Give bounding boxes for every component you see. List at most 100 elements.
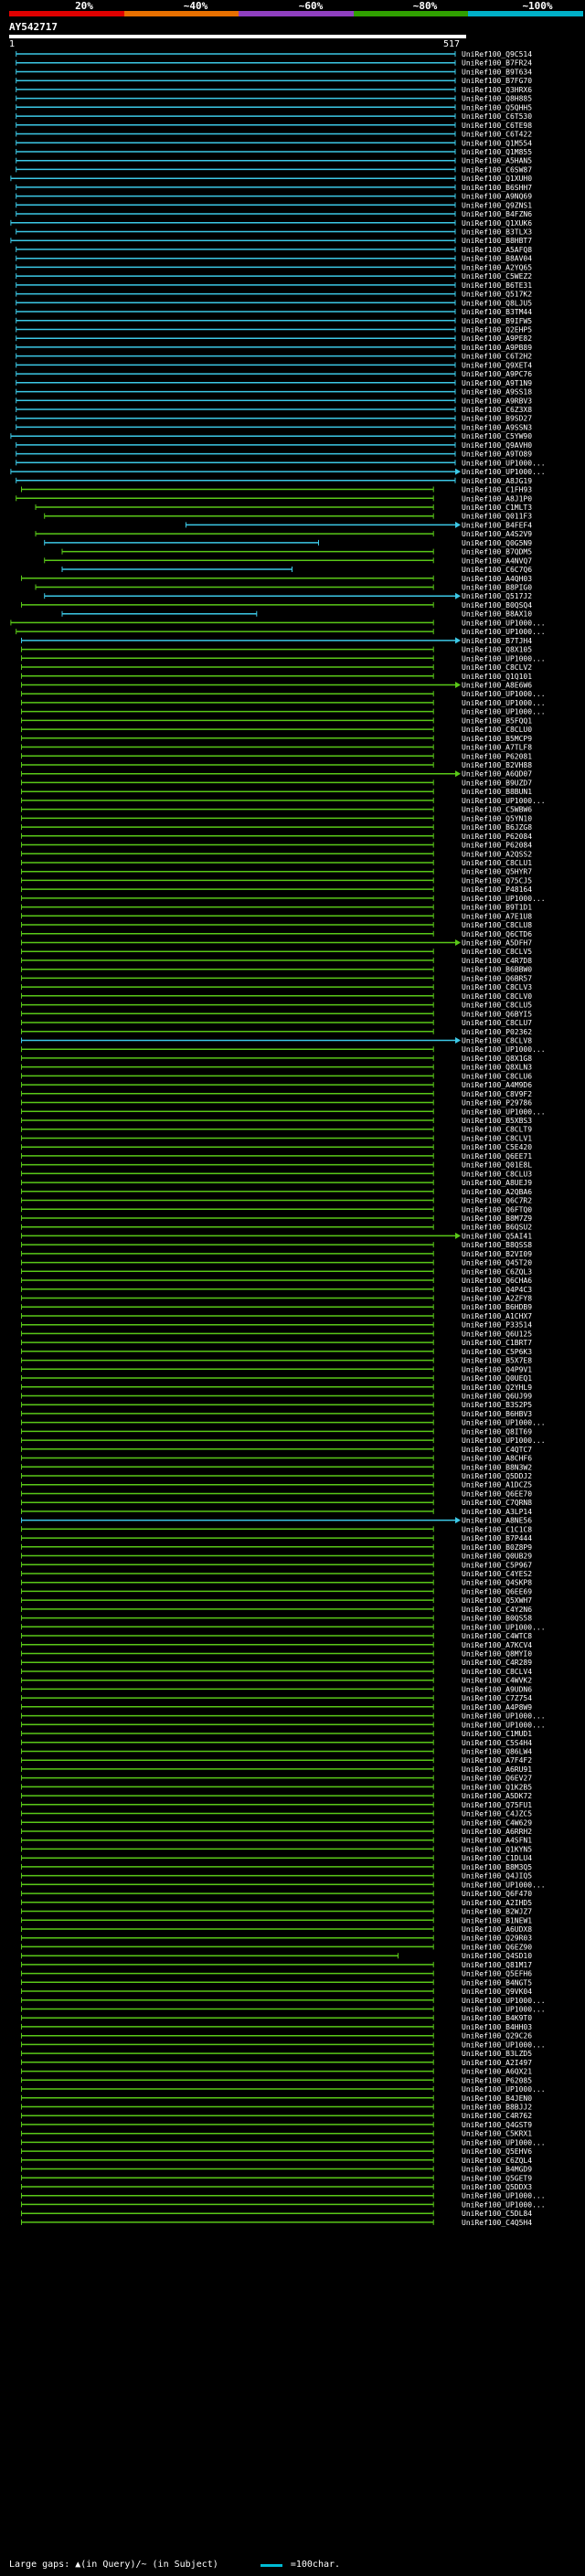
hit-label[interactable]: UniRef100_C6T530 [462,112,532,121]
hit-label[interactable]: UniRef100_C5DL84 [462,2210,532,2218]
hit-label[interactable]: UniRef100_B8PIG0 [462,584,532,592]
hit-label[interactable]: UniRef100_A7KCV4 [462,1641,532,1649]
hit-label[interactable]: UniRef100_C6T422 [462,131,532,139]
hit-label[interactable]: UniRef100_Q1KYN5 [462,1845,532,1853]
hit-label[interactable]: UniRef100_Q0UB29 [462,1553,532,1561]
hit-label[interactable]: UniRef100_Q4JIQ5 [462,1872,532,1881]
hit-label[interactable]: UniRef100_C8CLV5 [462,948,532,956]
hit-label[interactable]: UniRef100_C6ZQL3 [462,1267,532,1276]
hit-label[interactable]: UniRef100_B6BBW0 [462,966,532,974]
hit-label[interactable]: UniRef100_Q01E8L [462,1161,532,1170]
hit-label[interactable]: UniRef100_UP1000... [462,628,546,636]
hit-label[interactable]: UniRef100_Q2YHL9 [462,1383,532,1392]
hit-label[interactable]: UniRef100_C8CLV3 [462,983,532,991]
hit-label[interactable]: UniRef100_A9UDN6 [462,1685,532,1693]
hit-label[interactable]: UniRef100_Q29R03 [462,1935,532,1943]
hit-label[interactable]: UniRef100_UP1000... [462,2085,546,2094]
hit-label[interactable]: UniRef100_Q1M554 [462,139,532,147]
hit-label[interactable]: UniRef100_UP1000... [462,2041,546,2049]
hit-label[interactable]: UniRef100_C8CLV0 [462,992,532,1001]
hit-label[interactable]: UniRef100_A5AFQ8 [462,246,532,254]
hit-label[interactable]: UniRef100_C6Z3X8 [462,406,532,414]
hit-label[interactable]: UniRef100_UP1000... [462,1721,546,1729]
hit-label[interactable]: UniRef100_UP1000... [462,895,546,903]
hit-label[interactable]: UniRef100_A6UDX8 [462,1925,532,1934]
hit-label[interactable]: UniRef100_C4YES2 [462,1570,532,1578]
hit-label[interactable]: UniRef100_A7TLF8 [462,744,532,752]
hit-label[interactable]: UniRef100_UP1000... [462,1419,546,1427]
hit-label[interactable]: UniRef100_C8CLV4 [462,1668,532,1676]
hit-label[interactable]: UniRef100_A6RU91 [462,1765,532,1774]
hit-label[interactable]: UniRef100_B8M7Z9 [462,1214,532,1223]
hit-label[interactable]: UniRef100_Q29C26 [462,2032,532,2041]
hit-label[interactable]: UniRef100_A5HAN5 [462,157,532,165]
hit-label[interactable]: UniRef100_A9SS18 [462,388,532,397]
hit-label[interactable]: UniRef100_Q9XET4 [462,361,532,369]
hit-label[interactable]: UniRef100_A7E1U8 [462,912,532,920]
hit-label[interactable]: UniRef100_B4HH03 [462,2023,532,2031]
hit-label[interactable]: UniRef100_A8UEJ9 [462,1179,532,1187]
hit-label[interactable]: UniRef100_B4NGT5 [462,1978,532,1987]
hit-label[interactable]: UniRef100_Q86LW4 [462,1748,532,1756]
hit-label[interactable]: UniRef100_Q8MYI0 [462,1650,532,1659]
hit-label[interactable]: UniRef100_C5WBW6 [462,806,532,814]
hit-label[interactable]: UniRef100_B0QSQ4 [462,601,532,610]
hit-label[interactable]: UniRef100_Q6CTD6 [462,930,532,938]
hit-label[interactable]: UniRef100_B9SD27 [462,415,532,423]
hit-label[interactable]: UniRef100_C4W629 [462,1818,532,1827]
hit-label[interactable]: UniRef100_C8CLU1 [462,859,532,867]
hit-label[interactable]: UniRef100_B7TJH4 [462,637,532,645]
hit-label[interactable]: UniRef100_Q1XUK6 [462,219,532,228]
hit-label[interactable]: UniRef100_A4P8W9 [462,1703,532,1712]
hit-label[interactable]: UniRef100_Q8H885 [462,95,532,103]
hit-label[interactable]: UniRef100_P62084 [462,842,532,850]
hit-label[interactable]: UniRef100_B6TE31 [462,281,532,290]
hit-label[interactable]: UniRef100_C8CLT9 [462,1126,532,1134]
hit-label[interactable]: UniRef100_Q4P4C3 [462,1286,532,1294]
hit-label[interactable]: UniRef100_C7Z754 [462,1694,532,1702]
hit-label[interactable]: UniRef100_B9IFW5 [462,317,532,325]
hit-label[interactable]: UniRef100_B9T634 [462,69,532,77]
hit-label[interactable]: UniRef100_A2ZFY8 [462,1295,532,1303]
hit-label[interactable]: UniRef100_B3TLX3 [462,228,532,237]
hit-label[interactable]: UniRef100_A9PC76 [462,370,532,378]
hit-label[interactable]: UniRef100_C5KRX1 [462,2130,532,2138]
hit-label[interactable]: UniRef100_C6C7Q6 [462,566,532,574]
hit-label[interactable]: UniRef100_C1MUD1 [462,1730,532,1738]
hit-label[interactable]: UniRef100_Q8XLN3 [462,1064,532,1072]
hit-label[interactable]: UniRef100_Q75FU1 [462,1801,532,1809]
hit-label[interactable]: UniRef100_A2QBA6 [462,1188,532,1196]
hit-label[interactable]: UniRef100_Q6BYI5 [462,1010,532,1018]
hit-label[interactable]: UniRef100_B2VI09 [462,1250,532,1258]
hit-label[interactable]: UniRef100_C4WTC8 [462,1632,532,1640]
hit-label[interactable]: UniRef100_A2IHD5 [462,1899,532,1907]
hit-label[interactable]: UniRef100_Q6F470 [462,1890,532,1898]
hit-label[interactable]: UniRef100_Q6CHA6 [462,1277,532,1285]
hit-label[interactable]: UniRef100_B6SHH7 [462,184,532,192]
hit-label[interactable]: UniRef100_Q8X1G8 [462,1055,532,1063]
hit-label[interactable]: UniRef100_A9PE82 [462,334,532,343]
hit-label[interactable]: UniRef100_Q5EFH6 [462,1970,532,1978]
hit-label[interactable]: UniRef100_B9UZD7 [462,779,532,787]
hit-label[interactable]: UniRef100_Q6C7R2 [462,1197,532,1205]
hit-label[interactable]: UniRef100_C1MLT3 [462,504,532,512]
hit-label[interactable]: UniRef100_A8CHF6 [462,1455,532,1463]
hit-label[interactable]: UniRef100_A4M9D6 [462,1081,532,1089]
hit-label[interactable]: UniRef100_C4JZC5 [462,1810,532,1818]
hit-label[interactable]: UniRef100_C6T2H2 [462,353,532,361]
hit-label[interactable]: UniRef100_Q1M855 [462,148,532,156]
hit-label[interactable]: UniRef100_Q1XUH0 [462,175,532,183]
hit-label[interactable]: UniRef100_C8CLU7 [462,1019,532,1027]
hit-label[interactable]: UniRef100_Q0G5N9 [462,539,532,547]
hit-label[interactable]: UniRef100_Q45T20 [462,1259,532,1267]
hit-label[interactable]: UniRef100_C5WEZ2 [462,272,532,281]
hit-label[interactable]: UniRef100_Q6FTQ0 [462,1205,532,1214]
hit-label[interactable]: UniRef100_UP1000... [462,2138,546,2147]
hit-label[interactable]: UniRef100_B0Z8P9 [462,1543,532,1552]
hit-label[interactable]: UniRef100_B5MCP9 [462,735,532,743]
hit-label[interactable]: UniRef100_A8NE56 [462,1517,532,1525]
hit-label[interactable]: UniRef100_C5S4H4 [462,1739,532,1747]
hit-label[interactable]: UniRef100_UP1000... [462,1997,546,2005]
hit-label[interactable]: UniRef100_C8CLU6 [462,1072,532,1080]
hit-label[interactable]: UniRef100_Q81M17 [462,1961,532,1969]
